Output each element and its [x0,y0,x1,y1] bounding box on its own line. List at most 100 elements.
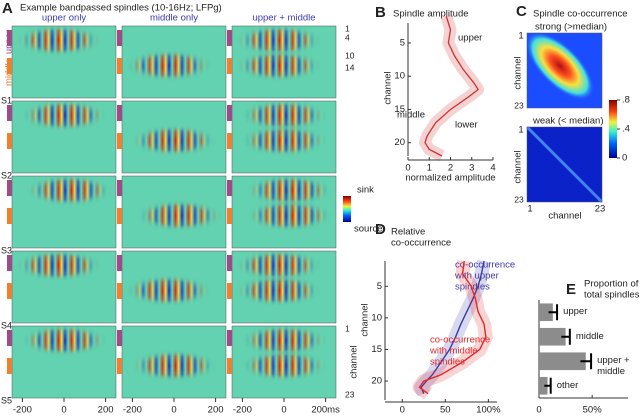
column-title: upper + middle [252,13,315,24]
channel-tick-label: 10 [345,50,355,60]
x-tick-label: 200 [98,405,114,416]
legend-label: co-occurrence [455,260,515,271]
column-title: upper only [42,13,87,24]
heatmap [12,26,116,98]
bar [539,376,548,395]
upper-marker [7,180,12,196]
y-tick-label: 5 [377,281,382,292]
row-label: S4 [1,320,12,330]
colorbar [609,100,617,158]
heatmap [122,176,226,248]
legend-label: with middle [429,346,478,357]
middle-marker [227,133,232,149]
colorbar-label: sink [357,185,374,196]
x-tick-label: 3 [469,163,474,174]
heatmap [122,326,226,398]
x-tick-label: 1 [427,163,432,174]
x-tick-label: 100% [476,405,501,416]
bar [539,303,553,322]
row-label: S3 [1,245,12,255]
x-tick-label: 200ms [311,405,340,416]
upper-marker [7,105,12,121]
tick-label: 23 [595,204,606,215]
x-tick-label: 50 [440,405,451,416]
y-tick-label: 10 [394,71,405,82]
y-tick-label: 20 [394,137,405,148]
heatmap [232,176,336,248]
colorbar-tick-label: .4 [622,124,630,135]
tick-label: 23 [514,194,524,204]
middle-marker [227,358,232,374]
axis-label: channel [349,345,360,378]
legend-label: spindles [455,282,490,293]
upper-marker [7,255,12,271]
colorbar [343,196,351,222]
x-tick-label: -200 [233,405,252,416]
upper-marker [117,30,122,46]
upper-marker [117,255,122,271]
heatmap [122,101,226,173]
upper-marker [117,330,122,346]
x-tick-label: 2 [448,163,453,174]
channel-tick-label: 4 [345,32,350,42]
heatmap-frame [526,32,603,109]
upper-marker [227,180,232,196]
channel-tick-label: 1 [345,323,350,333]
legend-label: with upper [454,271,499,282]
heatmap [12,251,116,323]
row-label: S2 [1,170,12,180]
annotation: lower [455,120,478,131]
y-axis-label: channel [360,303,371,336]
y-tick-label: 15 [394,104,405,115]
tick-label: 1 [527,204,532,215]
y-tick-label: 5 [400,37,405,48]
x-tick-label: 0 [281,405,286,416]
category-label: upper + middle [597,355,630,378]
chart-title: total spindles [584,290,640,301]
chart-title: Proportion of [584,279,639,290]
panel-letter: B [375,4,386,21]
tick-label: 23 [514,100,524,110]
x-tick-label: -200 [13,405,32,416]
heatmap [12,101,116,173]
middle-marker [7,283,12,299]
heatmap [12,326,116,398]
category-label: upper [563,306,588,318]
middle-marker [117,358,122,374]
colorbar-tick-label: 0 [622,153,627,164]
upper-marker [227,30,232,46]
row-label: S5 [1,395,12,405]
x-tick-label: 4 [490,163,495,174]
heatmap [122,26,226,98]
channel-tick-label: 23 [345,389,355,399]
middle-marker [117,283,122,299]
panel-letter: E [566,281,576,298]
annotation: upper [458,33,482,44]
colorbar-tick-label: .8 [622,95,630,106]
upper-marker [117,180,122,196]
x-tick-label: 0 [171,405,176,416]
upper-marker [7,330,12,346]
middle-marker [117,208,122,224]
middle-marker [7,58,12,74]
x-tick-label: 200 [208,405,224,416]
upper-marker [117,105,122,121]
heatmap [122,251,226,323]
panel-letter: A [2,0,13,17]
chart-title: Relative [391,227,425,238]
middle-marker [7,358,12,374]
annotation: middle [397,110,425,121]
y-tick-label: 20 [371,376,382,387]
middle-marker [227,208,232,224]
subtitle: weak (< median) [532,116,604,127]
axis-label: channel [548,211,581,222]
heatmap [525,31,595,101]
column-title: middle only [150,13,198,24]
middle-marker [117,133,122,149]
legend-label: spindles [430,357,465,368]
heatmap [12,176,116,248]
axis-label: channel [513,150,524,183]
colorbar-label: source [354,224,383,235]
heatmap [232,326,336,398]
